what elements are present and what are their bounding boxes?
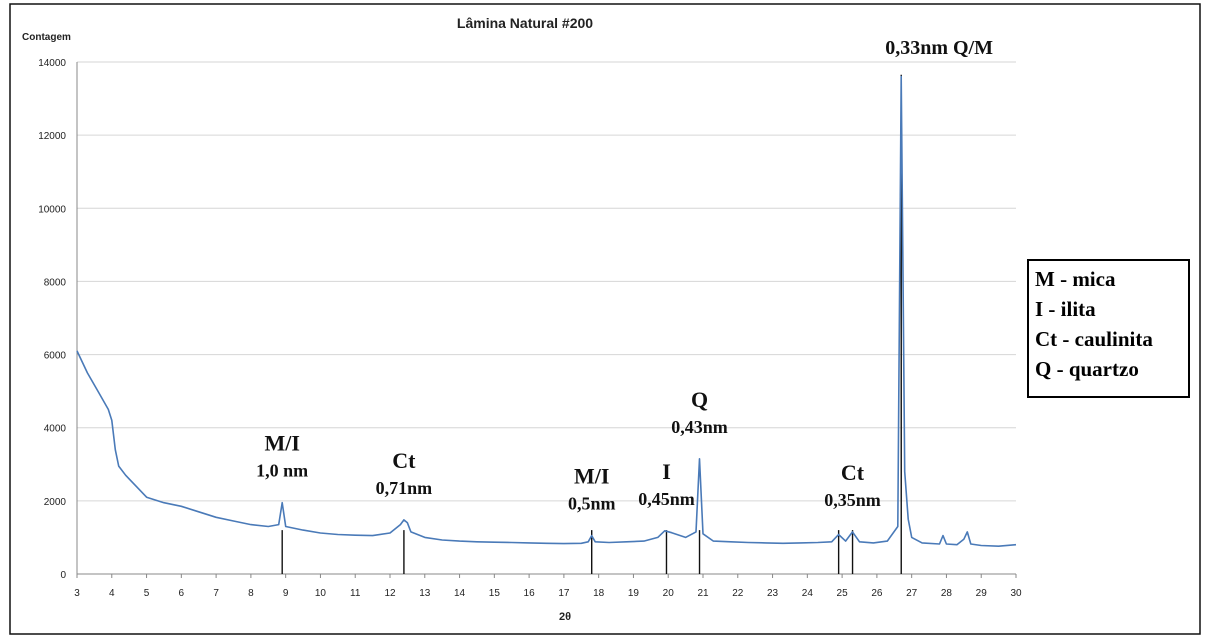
x-tick-label: 16	[524, 588, 536, 599]
x-tick-label: 19	[628, 588, 640, 599]
y-tick-labels: 0 2000 4000 6000 8000 10000 12000 14000	[38, 58, 66, 581]
x-tick-labels: 3 4 5 6 7 8 9 10 11 12 13 14 15 16 17 18 19 20 21 22 23 24 25 2…	[74, 588, 1022, 599]
x-tick-label: 9	[283, 588, 289, 599]
y-tick-label: 0	[60, 570, 66, 581]
x-tick-label: 17	[558, 588, 570, 599]
y-tick-label: 12000	[38, 131, 66, 142]
peak-label-dspacing: 0,45nm	[638, 489, 695, 509]
y-tick-label: 14000	[38, 58, 66, 69]
peak-annotations: M/I 1,0 nm Ct 0,71nm M/I 0,5nm I 0,45nm Q 0,43nm C…	[256, 37, 993, 514]
legend-item-quartzo: Q - quartzo	[1035, 357, 1139, 381]
x-tick-label: 22	[732, 588, 744, 599]
x-tick-label: 25	[837, 588, 849, 599]
y-tick-label: 2000	[44, 497, 67, 508]
x-tick-label: 15	[489, 588, 501, 599]
peak-label-mineral: Q	[691, 387, 708, 412]
peak-label-dspacing: 0,43nm	[671, 417, 728, 437]
peak-label-dspacing: 0,71nm	[376, 478, 433, 498]
x-tick-label: 20	[663, 588, 675, 599]
x-tick-label: 3	[74, 588, 80, 599]
legend-item-ilita: I - ilita	[1035, 297, 1096, 321]
x-tick-label: 14	[454, 588, 466, 599]
y-tick-label: 6000	[44, 351, 67, 362]
peak-label-mineral: M/I	[574, 464, 609, 489]
y-axis-label: Contagem	[22, 32, 71, 43]
x-tick-label: 27	[906, 588, 918, 599]
x-tick-label: 24	[802, 588, 814, 599]
x-tick-label: 23	[767, 588, 779, 599]
peak-label-dspacing: 1,0 nm	[256, 461, 308, 481]
x-tick-label: 10	[315, 588, 327, 599]
x-tick-label: 28	[941, 588, 953, 599]
x-tick-label: 18	[593, 588, 605, 599]
y-tick-label: 4000	[44, 424, 67, 435]
peak-label-dspacing: 0,5nm	[568, 494, 616, 514]
peak-label: 0,33nm Q/M	[885, 37, 993, 59]
outer-border	[9, 3, 1201, 635]
x-tick-label: 12	[384, 588, 396, 599]
legend: M - mica I - ilita Ct - caulinita Q - qu…	[1027, 259, 1190, 398]
x-tick-label: 13	[419, 588, 431, 599]
x-tick-label: 26	[871, 588, 883, 599]
x-tick-label: 5	[144, 588, 150, 599]
x-axis-label: 2θ	[559, 611, 571, 623]
y-tick-label: 8000	[44, 277, 67, 288]
peak-label-mineral: M/I	[264, 431, 299, 456]
x-tick-label: 7	[213, 588, 219, 599]
axes	[76, 62, 1017, 578]
x-tick-label: 29	[976, 588, 988, 599]
x-tick-label: 11	[350, 588, 361, 599]
series-layer	[76, 75, 1017, 548]
chart-title: Lâmina Natural #200	[457, 15, 593, 31]
diffractogram-line	[76, 75, 1017, 548]
x-tick-label: 30	[1010, 588, 1022, 599]
y-tick-label: 10000	[38, 204, 66, 215]
legend-item-caulinita: Ct - caulinita	[1035, 327, 1153, 351]
peak-label-mineral: I	[662, 459, 671, 484]
legend-item-mica: M - mica	[1035, 267, 1116, 291]
x-tick-label: 8	[248, 588, 254, 599]
peak-label-dspacing: 0,35nm	[824, 490, 881, 510]
x-tick-label: 4	[109, 588, 115, 599]
gridlines	[77, 61, 1016, 502]
peak-label-mineral: Ct	[392, 448, 416, 473]
x-tick-label: 6	[179, 588, 185, 599]
peak-label-mineral: Ct	[841, 460, 865, 485]
x-tick-label: 21	[697, 588, 709, 599]
